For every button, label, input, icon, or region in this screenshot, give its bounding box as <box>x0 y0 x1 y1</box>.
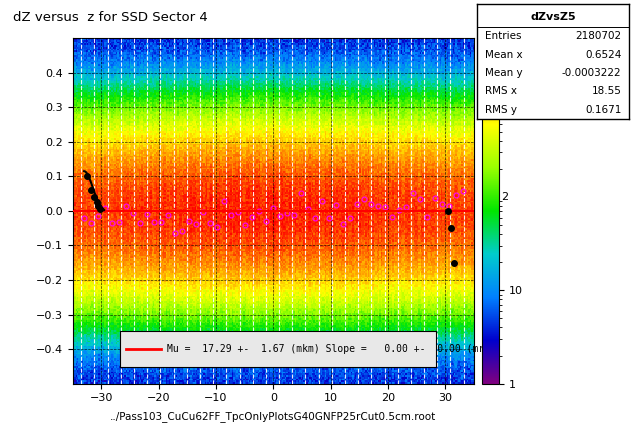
Text: Mean y: Mean y <box>485 68 523 78</box>
Text: 2: 2 <box>501 192 508 202</box>
Text: 0.1671: 0.1671 <box>585 105 621 114</box>
Text: 0.6524: 0.6524 <box>585 50 621 60</box>
Text: Mu =  17.29 +-  1.67 (mkm) Slope =   0.00 +-  0.00 (mrad): Mu = 17.29 +- 1.67 (mkm) Slope = 0.00 +-… <box>167 344 502 354</box>
Text: ../Pass103_CuCu62FF_TpcOnlyPlotsG40GNFP25rCut0.5cm.root: ../Pass103_CuCu62FF_TpcOnlyPlotsG40GNFP2… <box>110 411 436 422</box>
Text: 2180702: 2180702 <box>575 31 621 41</box>
Text: dZvsZ5: dZvsZ5 <box>530 12 576 22</box>
Text: Entries: Entries <box>485 31 521 41</box>
Text: -0.0003222: -0.0003222 <box>562 68 621 78</box>
Text: dZ versus  z for SSD Sector 4: dZ versus z for SSD Sector 4 <box>13 11 207 24</box>
Text: Mean x: Mean x <box>485 50 523 60</box>
Text: RMS x: RMS x <box>485 86 517 96</box>
Text: RMS y: RMS y <box>485 105 517 114</box>
Text: 18.55: 18.55 <box>592 86 621 96</box>
